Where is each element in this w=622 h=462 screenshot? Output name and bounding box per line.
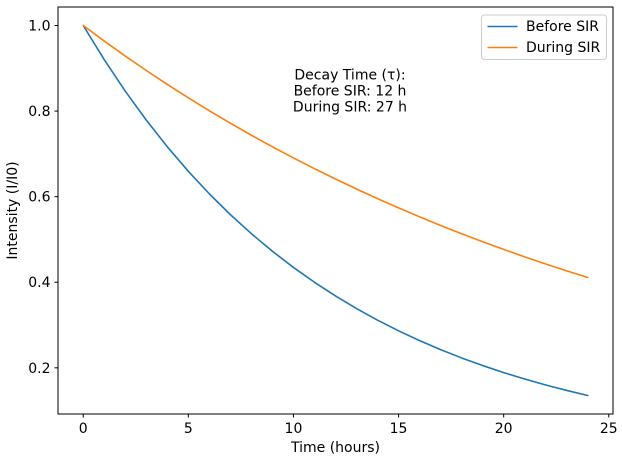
y-tick-label: 0.6 (28, 190, 50, 206)
annotation-line-1: Decay Time (τ): (294, 68, 405, 84)
annotation-line-2: Before SIR: 12 h (294, 84, 407, 100)
x-axis-label: Time (hours) (290, 440, 380, 456)
annotation-line-3: During SIR: 27 h (293, 100, 407, 116)
y-tick-label: 1.0 (28, 18, 50, 34)
x-tick-label: 25 (600, 421, 618, 437)
x-tick-label: 10 (285, 421, 303, 437)
series-line-before-sir (82, 24, 589, 397)
y-tick-label: 0.8 (28, 104, 50, 120)
series-line-during-sir (82, 24, 589, 279)
annotation-block: Decay Time (τ): Before SIR: 12 h During … (293, 68, 407, 116)
x-tick-label: 20 (495, 421, 513, 437)
x-tick-label: 5 (184, 421, 193, 437)
axes-spines (57, 6, 614, 415)
y-axis-label: Intensity (I/I0) (5, 161, 21, 259)
x-tick-label: 15 (390, 421, 408, 437)
legend: Before SIR During SIR (481, 14, 607, 60)
x-tick-label: 0 (79, 421, 88, 437)
plot-area: 0 5 10 15 20 25 0.2 0.4 0.6 0.8 1.0 (28, 6, 618, 437)
y-tick-label: 0.2 (28, 361, 50, 377)
legend-label-before-sir: Before SIR (526, 19, 599, 35)
legend-label-during-sir: During SIR (526, 40, 601, 56)
y-tick-label: 0.4 (28, 275, 50, 291)
